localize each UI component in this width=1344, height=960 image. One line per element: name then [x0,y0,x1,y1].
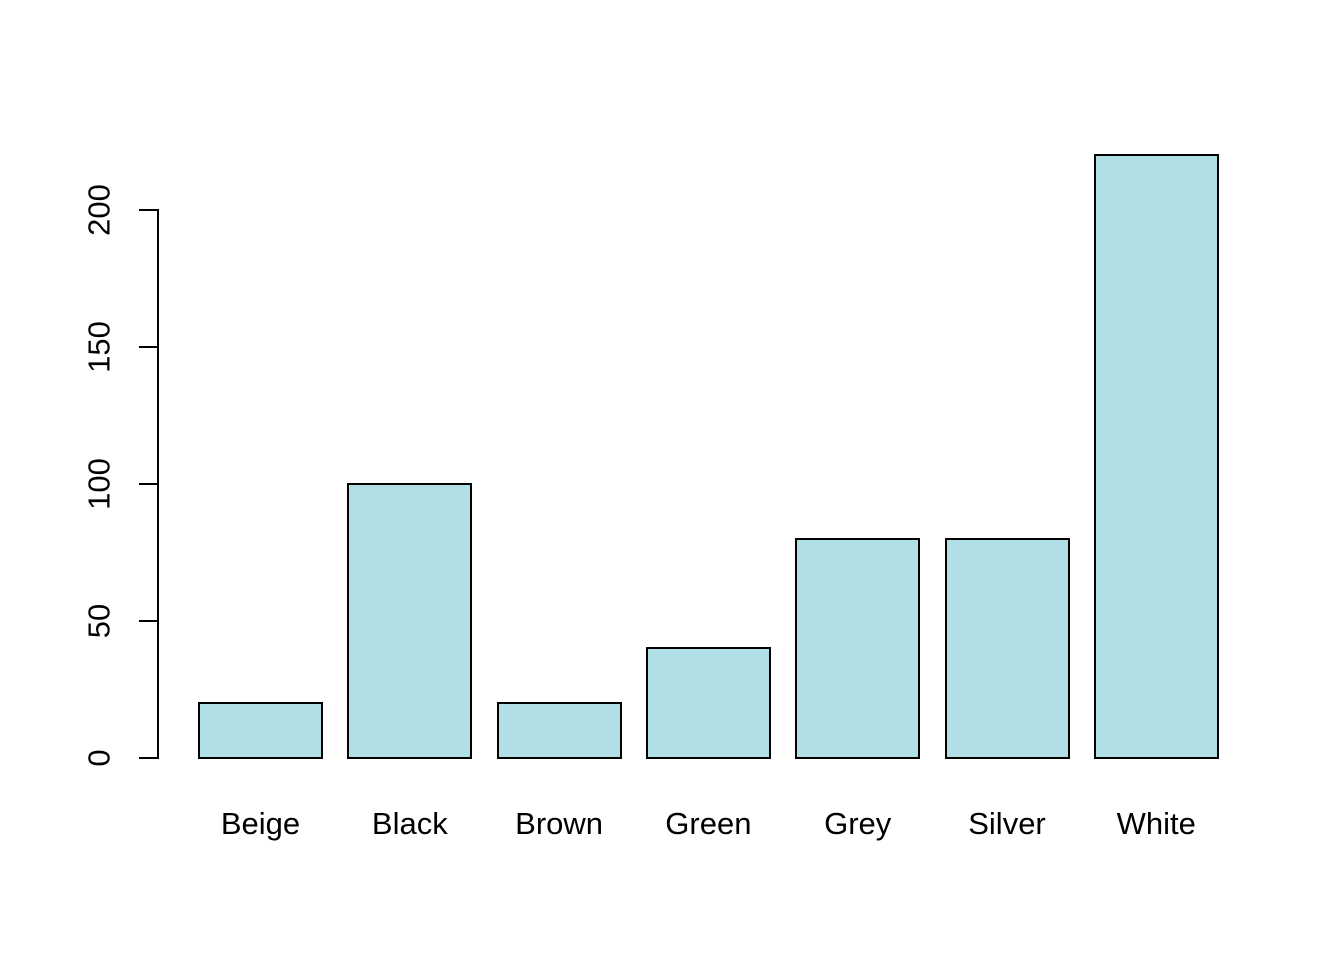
x-axis-label-brown: Brown [515,806,604,841]
y-axis-tick [139,757,157,759]
bar-green [645,647,771,759]
bar-grey [795,537,921,759]
x-axis-label-black: Black [371,806,448,841]
x-axis-label-white: White [1116,806,1196,841]
y-axis-tick-label: 200 [81,184,117,236]
bar-silver [944,537,1070,759]
y-axis-tick [139,620,157,622]
bar-brown [496,702,622,759]
x-axis-label-grey: Grey [824,806,892,841]
x-axis-label-beige: Beige [220,806,301,841]
y-axis-tick [139,209,157,211]
bar-white [1093,154,1219,759]
x-axis-label-green: Green [665,806,752,841]
y-axis-tick-label: 50 [81,603,117,639]
y-axis-tick-label: 100 [81,458,117,510]
y-axis-tick-label: 0 [81,749,117,767]
y-axis-tick [139,483,157,485]
bar-black [347,483,473,759]
y-axis-tick-label: 150 [81,321,117,373]
y-axis-tick [139,346,157,348]
bar-beige [198,702,323,759]
x-axis-label-silver: Silver [968,806,1046,841]
y-axis-line [157,209,159,759]
